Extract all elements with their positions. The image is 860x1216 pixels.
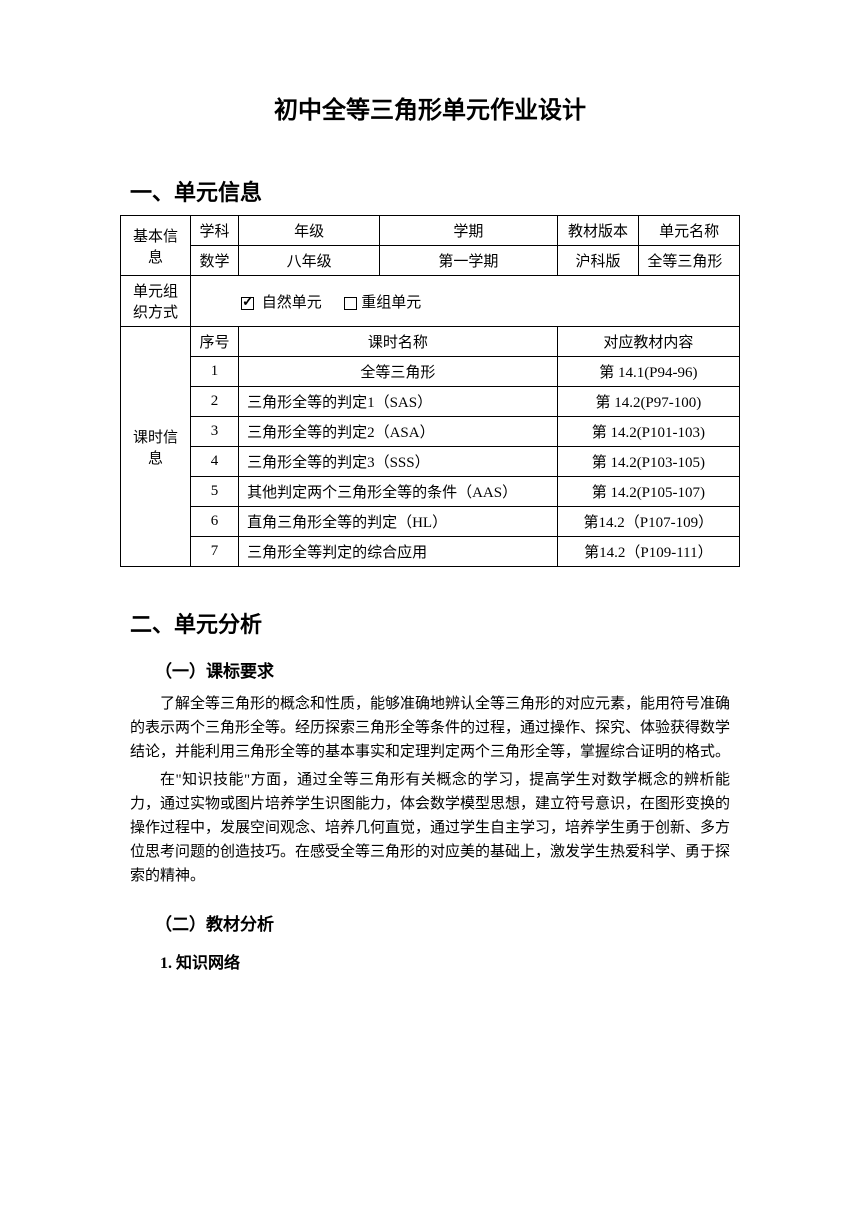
lesson-seq: 4 bbox=[191, 447, 239, 477]
header-unit-name: 单元名称 bbox=[639, 216, 740, 246]
lesson-info-label: 课时信息 bbox=[121, 327, 191, 567]
lesson-name: 全等三角形 bbox=[239, 357, 558, 387]
lesson-seq: 1 bbox=[191, 357, 239, 387]
section2-heading: 二、单元分析 bbox=[130, 607, 740, 639]
lesson-content: 第 14.2(P101-103) bbox=[557, 417, 739, 447]
table-header-row: 基本信息 学科 年级 学期 教材版本 单元名称 bbox=[121, 216, 740, 246]
subsub1-heading: 1. 知识网络 bbox=[160, 949, 740, 973]
lesson-seq: 6 bbox=[191, 507, 239, 537]
lesson-row: 2 三角形全等的判定1（SAS） 第 14.2(P97-100) bbox=[121, 387, 740, 417]
sub2-heading: （二）教材分析 bbox=[155, 910, 740, 935]
cell-textbook: 沪科版 bbox=[557, 246, 639, 276]
lesson-name: 三角形全等的判定1（SAS） bbox=[239, 387, 558, 417]
lesson-header-name: 课时名称 bbox=[239, 327, 558, 357]
paragraph: 在"知识技能"方面，通过全等三角形有关概念的学习，提高学生对数学概念的辨析能力，… bbox=[130, 768, 730, 888]
header-subject: 学科 bbox=[191, 216, 239, 246]
header-semester: 学期 bbox=[380, 216, 558, 246]
lesson-content: 第 14.2(P105-107) bbox=[557, 477, 739, 507]
unit-info-table: 基本信息 学科 年级 学期 教材版本 单元名称 数学 八年级 第一学期 沪科版 … bbox=[120, 215, 740, 567]
lesson-header-content: 对应教材内容 bbox=[557, 327, 739, 357]
lesson-row: 5 其他判定两个三角形全等的条件（AAS） 第 14.2(P105-107) bbox=[121, 477, 740, 507]
lesson-row: 1 全等三角形 第 14.1(P94-96) bbox=[121, 357, 740, 387]
lesson-seq: 7 bbox=[191, 537, 239, 567]
table-data-row: 数学 八年级 第一学期 沪科版 全等三角形 bbox=[121, 246, 740, 276]
lesson-row: 4 三角形全等的判定3（SSS） 第 14.2(P103-105) bbox=[121, 447, 740, 477]
checkbox-natural-icon bbox=[241, 297, 254, 310]
lesson-name: 三角形全等的判定2（ASA） bbox=[239, 417, 558, 447]
org-reorganized-label: 重组单元 bbox=[361, 295, 421, 311]
lesson-name: 其他判定两个三角形全等的条件（AAS） bbox=[239, 477, 558, 507]
lesson-header-seq: 序号 bbox=[191, 327, 239, 357]
lesson-content: 第14.2（P107-109） bbox=[557, 507, 739, 537]
cell-grade: 八年级 bbox=[239, 246, 380, 276]
section1-heading: 一、单元信息 bbox=[130, 175, 740, 207]
cell-subject: 数学 bbox=[191, 246, 239, 276]
lesson-row: 6 直角三角形全等的判定（HL） 第14.2（P107-109） bbox=[121, 507, 740, 537]
header-grade: 年级 bbox=[239, 216, 380, 246]
header-textbook: 教材版本 bbox=[557, 216, 639, 246]
lesson-header-row: 课时信息 序号 课时名称 对应教材内容 bbox=[121, 327, 740, 357]
lesson-name: 三角形全等判定的综合应用 bbox=[239, 537, 558, 567]
org-options: 自然单元 重组单元 bbox=[191, 276, 740, 327]
org-natural-label: 自然单元 bbox=[262, 295, 322, 311]
page-title: 初中全等三角形单元作业设计 bbox=[120, 90, 740, 125]
cell-semester: 第一学期 bbox=[380, 246, 558, 276]
cell-unit-name: 全等三角形 bbox=[639, 246, 740, 276]
content-block: 了解全等三角形的概念和性质，能够准确地辨认全等三角形的对应元素，能用符号准确的表… bbox=[130, 692, 730, 888]
sub1-heading: （一）课标要求 bbox=[155, 657, 740, 682]
org-label: 单元组织方式 bbox=[121, 276, 191, 327]
lesson-seq: 2 bbox=[191, 387, 239, 417]
lesson-row: 7 三角形全等判定的综合应用 第14.2（P109-111） bbox=[121, 537, 740, 567]
lesson-row: 3 三角形全等的判定2（ASA） 第 14.2(P101-103) bbox=[121, 417, 740, 447]
lesson-content: 第 14.2(P103-105) bbox=[557, 447, 739, 477]
lesson-content: 第14.2（P109-111） bbox=[557, 537, 739, 567]
lesson-name: 直角三角形全等的判定（HL） bbox=[239, 507, 558, 537]
checkbox-reorganized-icon bbox=[344, 297, 357, 310]
lesson-seq: 3 bbox=[191, 417, 239, 447]
org-row: 单元组织方式 自然单元 重组单元 bbox=[121, 276, 740, 327]
lesson-content: 第 14.2(P97-100) bbox=[557, 387, 739, 417]
lesson-content: 第 14.1(P94-96) bbox=[557, 357, 739, 387]
basic-info-label: 基本信息 bbox=[121, 216, 191, 276]
lesson-name: 三角形全等的判定3（SSS） bbox=[239, 447, 558, 477]
lesson-seq: 5 bbox=[191, 477, 239, 507]
paragraph: 了解全等三角形的概念和性质，能够准确地辨认全等三角形的对应元素，能用符号准确的表… bbox=[130, 692, 730, 764]
